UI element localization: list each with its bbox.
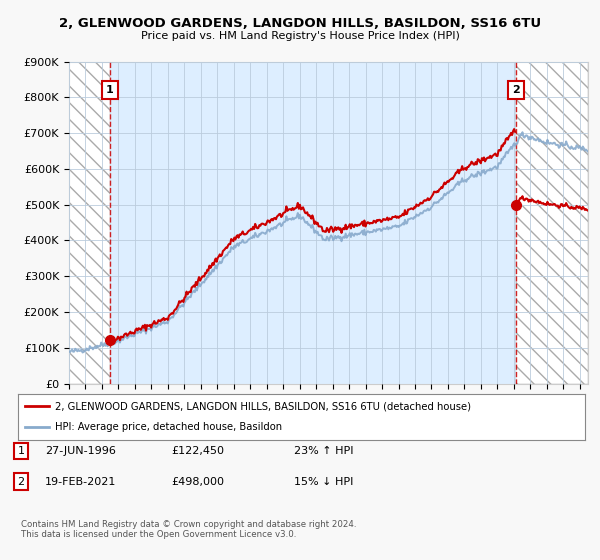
Text: 1: 1 <box>17 446 25 456</box>
Text: 27-JUN-1996: 27-JUN-1996 <box>45 446 116 456</box>
Text: 2: 2 <box>17 477 25 487</box>
Bar <box>516 62 588 384</box>
Bar <box>69 62 110 384</box>
Text: Contains HM Land Registry data © Crown copyright and database right 2024.
This d: Contains HM Land Registry data © Crown c… <box>21 520 356 539</box>
Text: HPI: Average price, detached house, Basildon: HPI: Average price, detached house, Basi… <box>55 422 282 432</box>
Text: 2: 2 <box>512 85 520 95</box>
Text: 23% ↑ HPI: 23% ↑ HPI <box>294 446 353 456</box>
Text: £122,450: £122,450 <box>171 446 224 456</box>
Text: £498,000: £498,000 <box>171 477 224 487</box>
Text: 19-FEB-2021: 19-FEB-2021 <box>45 477 116 487</box>
Text: 1: 1 <box>106 85 114 95</box>
Text: 15% ↓ HPI: 15% ↓ HPI <box>294 477 353 487</box>
Text: Price paid vs. HM Land Registry's House Price Index (HPI): Price paid vs. HM Land Registry's House … <box>140 31 460 41</box>
Text: 2, GLENWOOD GARDENS, LANGDON HILLS, BASILDON, SS16 6TU (detached house): 2, GLENWOOD GARDENS, LANGDON HILLS, BASI… <box>55 401 471 411</box>
Text: 2, GLENWOOD GARDENS, LANGDON HILLS, BASILDON, SS16 6TU: 2, GLENWOOD GARDENS, LANGDON HILLS, BASI… <box>59 17 541 30</box>
